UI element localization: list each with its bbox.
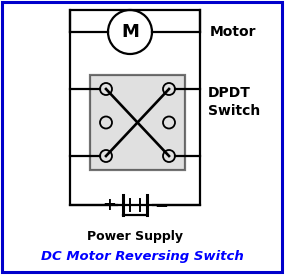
Text: +: +: [102, 196, 116, 214]
Bar: [70, 10, 200, 205]
Text: Motor: Motor: [210, 25, 256, 39]
Bar: [90, 75, 185, 170]
Text: Power Supply: Power Supply: [87, 230, 183, 243]
Text: M: M: [121, 23, 139, 41]
Text: DC Motor Reversing Switch: DC Motor Reversing Switch: [41, 250, 243, 263]
Text: Switch: Switch: [208, 104, 260, 118]
Text: −: −: [154, 196, 168, 214]
Text: DPDT: DPDT: [208, 86, 251, 100]
